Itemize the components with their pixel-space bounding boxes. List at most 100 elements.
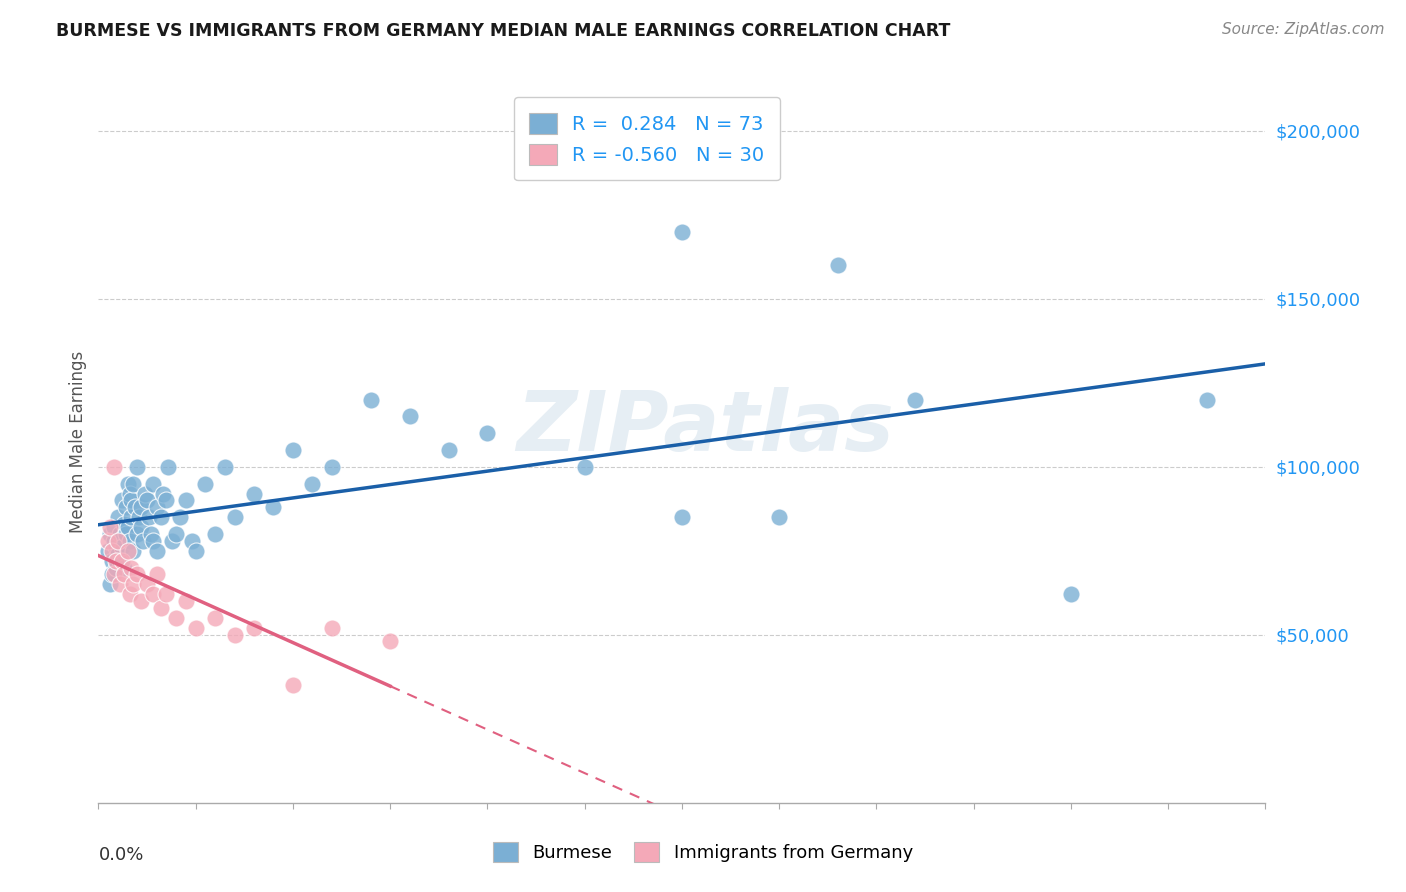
Point [103, 459, 125, 474]
Point [138, 510, 160, 524]
Point [142, 587, 165, 601]
Point [103, 567, 125, 582]
Point [214, 459, 236, 474]
Point [301, 476, 323, 491]
Point [132, 533, 155, 548]
Point [112, 516, 135, 531]
Point [122, 476, 145, 491]
Point [114, 527, 136, 541]
Point [127, 567, 149, 582]
Point [904, 392, 927, 407]
Point [104, 554, 127, 568]
Point [136, 493, 159, 508]
Point [122, 543, 145, 558]
Point [671, 225, 693, 239]
Point [142, 476, 165, 491]
Point [117, 476, 139, 491]
Point [152, 486, 174, 500]
Point [98, 520, 121, 534]
Point [139, 527, 162, 541]
Text: 0.0%: 0.0% [98, 847, 143, 864]
Point [671, 510, 693, 524]
Text: ZIPatlas: ZIPatlas [516, 386, 894, 467]
Point [97, 533, 120, 548]
Point [121, 560, 143, 574]
Point [281, 442, 304, 457]
Point [101, 543, 124, 558]
Point [107, 533, 129, 548]
Point [108, 554, 131, 568]
Point [146, 567, 169, 582]
Point [112, 560, 135, 574]
Point [142, 533, 165, 548]
Point [262, 500, 284, 514]
Point [107, 547, 129, 561]
Point [118, 533, 141, 548]
Text: BURMESE VS IMMIGRANTS FROM GERMANY MEDIAN MALE EARNINGS CORRELATION CHART: BURMESE VS IMMIGRANTS FROM GERMANY MEDIA… [56, 22, 950, 40]
Point [174, 594, 197, 608]
Point [149, 600, 172, 615]
Point [101, 567, 124, 582]
Point [1195, 392, 1218, 407]
Point [321, 621, 343, 635]
Point [111, 554, 134, 568]
Point [108, 577, 131, 591]
Point [117, 520, 139, 534]
Point [321, 459, 343, 474]
Point [124, 500, 146, 514]
Point [104, 560, 127, 574]
Point [121, 493, 143, 508]
Point [184, 543, 207, 558]
Point [136, 577, 159, 591]
Point [127, 527, 149, 541]
Point [398, 409, 420, 424]
Point [121, 510, 143, 524]
Point [162, 533, 184, 548]
Point [224, 628, 246, 642]
Point [111, 541, 134, 555]
Point [117, 543, 139, 558]
Point [157, 459, 180, 474]
Point [155, 587, 177, 601]
Point [103, 533, 125, 548]
Point [101, 554, 124, 568]
Point [360, 392, 382, 407]
Point [380, 634, 402, 648]
Y-axis label: Median Male Earnings: Median Male Earnings [69, 351, 87, 533]
Point [827, 258, 849, 272]
Point [97, 543, 120, 558]
Point [149, 510, 172, 524]
Point [169, 510, 191, 524]
Point [108, 527, 131, 541]
Point [243, 621, 266, 635]
Text: Source: ZipAtlas.com: Source: ZipAtlas.com [1222, 22, 1385, 37]
Point [1060, 587, 1083, 601]
Point [184, 621, 207, 635]
Point [437, 442, 460, 457]
Point [281, 678, 304, 692]
Point [146, 500, 169, 514]
Point [204, 527, 226, 541]
Point [107, 510, 129, 524]
Point [118, 486, 141, 500]
Point [111, 493, 134, 508]
Point [165, 611, 187, 625]
Legend: R =  0.284   N = 73, R = -0.560   N = 30: R = 0.284 N = 73, R = -0.560 N = 30 [515, 97, 780, 180]
Point [194, 476, 217, 491]
Point [127, 459, 149, 474]
Point [574, 459, 596, 474]
Point [204, 611, 226, 625]
Point [174, 493, 197, 508]
Point [114, 500, 136, 514]
Point [129, 594, 152, 608]
Point [477, 426, 499, 441]
Point [128, 510, 150, 524]
Point [224, 510, 246, 524]
Point [103, 520, 125, 534]
Legend: Burmese, Immigrants from Germany: Burmese, Immigrants from Germany [485, 835, 921, 870]
Point [129, 520, 152, 534]
Point [118, 587, 141, 601]
Point [165, 527, 187, 541]
Point [180, 533, 202, 548]
Point [129, 500, 152, 514]
